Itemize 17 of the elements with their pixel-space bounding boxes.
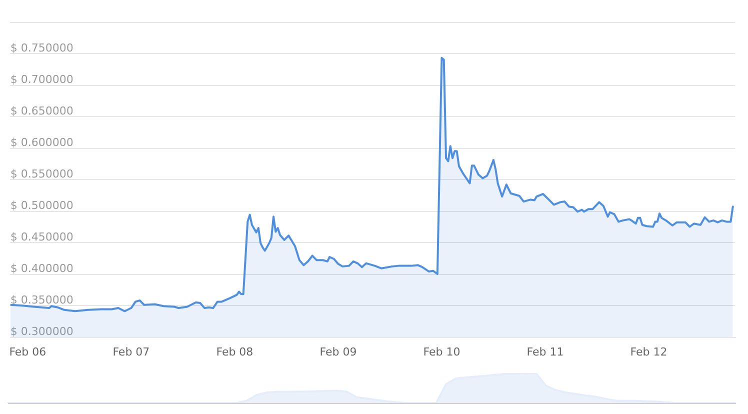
x-tick-label: Feb 07	[112, 345, 150, 358]
y-tick-label: $ 0.350000	[10, 293, 74, 306]
y-tick-label: $ 0.750000	[10, 41, 74, 54]
x-tick-label: Feb 11	[526, 345, 564, 358]
y-tick-label: $ 0.300000	[10, 324, 74, 338]
y-tick-label: $ 0.400000	[10, 262, 74, 275]
y-tick-label: $ 0.500000	[10, 198, 74, 212]
y-tick-label: $ 0.650000	[10, 104, 74, 118]
y-tick-label: $ 0.550000	[10, 167, 74, 180]
y-tick-label: $ 0.700000	[10, 72, 74, 86]
x-tick-label: Feb 09	[320, 345, 357, 358]
y-tick-label: $ 0.450000	[10, 230, 74, 244]
x-tick-label: Feb 06	[9, 345, 46, 358]
y-tick-label: $ 0.600000	[10, 136, 74, 149]
x-tick-label: Feb 12	[630, 345, 668, 358]
x-tick-label: Feb 10	[423, 345, 460, 358]
x-tick-label: Feb 08	[216, 345, 254, 358]
